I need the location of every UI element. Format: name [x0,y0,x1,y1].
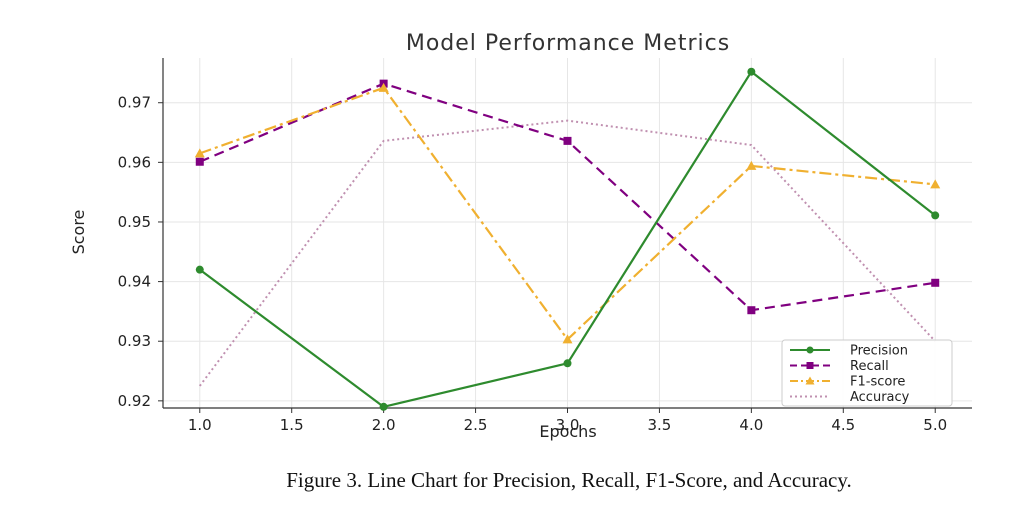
x-tick-label: 4.5 [831,416,855,434]
recall-point [563,136,572,145]
legend-label-precision: Precision [850,344,908,359]
x-tick-label: 1.0 [188,416,212,434]
legend-label-accuracy: Accuracy [850,390,910,405]
x-tick-label: 2.0 [372,416,396,434]
y-tick-label: 0.93 [118,332,151,350]
tick-labels: 1.0 1.5 2.0 2.5 3.0 3.5 4.0 4.5 5.0 0.92 0.93 0.94 0… [118,94,948,434]
y-tick-label: 0.92 [118,392,151,410]
line-chart: Model Performance Metrics 1.0 1.5 2.0 2.5 3.… [69,31,972,441]
legend-marker-precision [806,346,814,354]
recall-point [931,278,940,287]
precision-point [931,211,940,220]
f1-score-point [562,334,573,344]
precision-point [747,67,756,76]
y-axis-title: Score [69,210,88,255]
legend-label-f1-score: F1-score [850,375,905,390]
legend-box [781,339,953,407]
figure-caption: Figure 3. Line Chart for Precision, Reca… [286,468,852,492]
y-tick-label: 0.97 [118,94,151,112]
x-tick-label: 2.5 [464,416,488,434]
x-axis-title: Epochs [539,422,596,441]
x-tick-label: 4.0 [739,416,763,434]
recall-point [747,306,756,315]
precision-point [379,402,388,411]
legend-marker-recall [806,362,814,369]
series-group [194,67,941,411]
f1-score-point [930,179,941,189]
f1-score-point [378,82,389,92]
x-tick-label: 1.5 [280,416,304,434]
f1-score-point [194,148,205,158]
f1-score-point [746,160,757,170]
legend-marker-f1-score [805,376,815,385]
x-tick-label: 5.0 [923,416,947,434]
precision-point [195,265,204,274]
x-tick-label: 3.5 [648,416,672,434]
chart-title: Model Performance Metrics [406,31,730,56]
x-tick-label: 3.0 [556,416,580,434]
recall-point [195,157,204,166]
y-tick-label: 0.94 [118,273,151,291]
accuracy-line [198,119,936,387]
y-tick-label: 0.95 [118,213,151,231]
precision-point [563,359,572,368]
legend-label-recall: Recall [850,359,889,374]
y-tick-label: 0.96 [118,153,151,171]
